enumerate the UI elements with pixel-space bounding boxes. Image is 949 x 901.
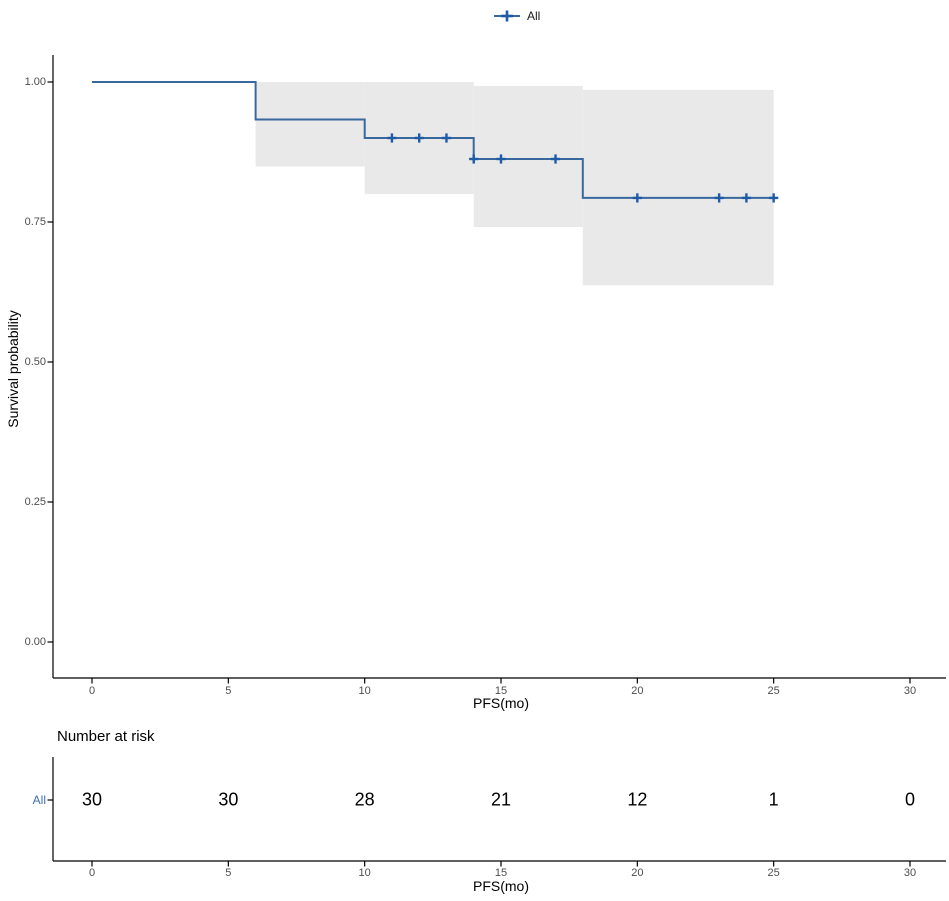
y-tick-label: 0.00 — [24, 636, 46, 648]
legend-label: All — [527, 9, 541, 23]
risk-x-tick-label: 0 — [88, 867, 96, 879]
risk-count-value: 21 — [490, 789, 512, 810]
y-tick-label: 0.50 — [24, 356, 46, 368]
x-tick-label: 25 — [767, 684, 780, 697]
risk-count-value: 12 — [627, 789, 648, 810]
risk-x-axis-title: PFS(mo) — [473, 878, 529, 894]
confidence-band-segment — [582, 89, 774, 286]
risk-count-value: 1 — [768, 789, 779, 810]
risk-count-value: 0 — [904, 789, 916, 810]
risk-x-tick-label: 10 — [358, 867, 371, 879]
x-tick-label: 5 — [225, 684, 232, 697]
risk-x-tick-label: 25 — [767, 867, 780, 879]
risk-count-value: 30 — [218, 789, 239, 810]
confidence-band-segment — [473, 85, 583, 228]
x-tick-label: 20 — [631, 684, 644, 697]
x-tick-label: 10 — [358, 684, 371, 697]
risk-x-tick-label: 15 — [494, 867, 508, 879]
x-tick-label: 0 — [88, 684, 96, 697]
legend: All — [494, 9, 540, 23]
risk-count-value: 30 — [81, 789, 103, 810]
risk-row-label: All — [32, 793, 46, 807]
confidence-band-segment — [255, 82, 365, 167]
x-axis-title: PFS(mo) — [473, 695, 529, 711]
x-tick-label: 15 — [494, 684, 508, 697]
y-axis-title: Survival probability — [5, 310, 21, 428]
risk-x-tick-label: 20 — [631, 867, 644, 879]
risk-x-tick-label: 30 — [903, 867, 917, 879]
censor-plus-icon — [494, 10, 520, 22]
y-tick-label: 1.00 — [24, 76, 46, 88]
x-tick-label: 30 — [903, 684, 917, 697]
risk-table-title: Number at risk — [57, 728, 155, 745]
y-tick-label: 0.25 — [24, 496, 46, 508]
risk-x-tick-label: 5 — [225, 867, 232, 879]
y-tick-label: 0.75 — [24, 216, 46, 228]
risk-count-value: 28 — [354, 789, 375, 810]
